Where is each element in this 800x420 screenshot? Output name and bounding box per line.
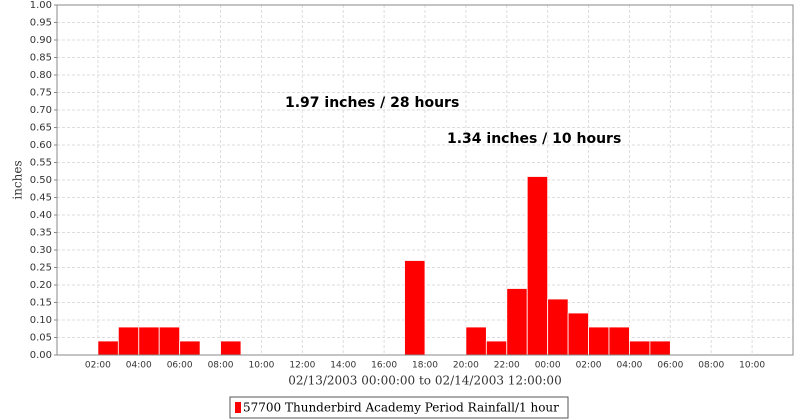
x-tick-label: 16:00 [371, 361, 397, 371]
x-tick-label: 02:00 [85, 361, 111, 371]
x-tick-label: 20:00 [453, 361, 479, 371]
y-tick-label: 0.00 [30, 350, 52, 361]
bar [138, 326, 160, 356]
bar [220, 340, 242, 356]
y-tick-label: 0.90 [30, 35, 52, 46]
bar [404, 260, 426, 356]
y-tick-label: 0.50 [30, 175, 52, 186]
annotation: 1.34 inches / 10 hours [447, 131, 621, 147]
x-tick-label: 10:00 [248, 361, 274, 371]
y-tick-label: 1.00 [30, 0, 52, 11]
x-tick-label: 08:00 [208, 361, 234, 371]
legend [229, 396, 569, 419]
bar [629, 340, 651, 356]
y-tick-label: 0.15 [30, 298, 52, 309]
bar [485, 340, 508, 356]
y-tick-label: 0.65 [30, 123, 52, 134]
x-tick-label: 14:00 [330, 361, 356, 371]
x-tick-label: 04:00 [616, 361, 642, 371]
x-tick-label: 12:00 [289, 361, 315, 371]
annotation: 1.97 inches / 28 hours [285, 95, 459, 111]
y-tick-label: 0.60 [30, 140, 52, 151]
x-tick-label: 18:00 [412, 361, 438, 371]
bar [465, 326, 487, 356]
bar [506, 288, 528, 356]
x-tick-label: 00:00 [535, 361, 561, 371]
y-tick-label: 0.10 [30, 315, 52, 326]
x-tick-label: 04:00 [126, 361, 152, 371]
y-tick-label: 0.55 [30, 158, 52, 169]
bar [117, 326, 140, 356]
bar [567, 312, 589, 356]
bar [588, 326, 610, 356]
bar [526, 176, 549, 356]
y-tick-label: 0.05 [30, 333, 52, 344]
legend-swatch [235, 402, 241, 413]
bar [179, 340, 201, 356]
bar [649, 340, 671, 356]
x-tick-label: 06:00 [167, 361, 193, 371]
y-tick-label: 0.40 [30, 210, 52, 221]
y-tick-label: 0.20 [30, 280, 52, 291]
x-tick-label: 08:00 [698, 361, 724, 371]
x-tick-label: 10:00 [739, 361, 765, 371]
bar [608, 326, 630, 356]
x-tick-label: 22:00 [494, 361, 520, 371]
y-tick-label: 0.30 [30, 245, 52, 256]
y-tick-label: 0.45 [30, 193, 52, 204]
y-tick-label: 0.80 [30, 70, 52, 81]
bar [547, 298, 569, 356]
y-tick-label: 0.35 [30, 228, 52, 239]
y-tick-label: 0.25 [30, 263, 52, 274]
legend-label: 57700 Thunderbird Academy Period Rainfal… [243, 401, 559, 415]
y-tick-label: 0.95 [30, 18, 52, 29]
x-axis-label: 02/13/2003 00:00:00 to 02/14/2003 12:00:… [288, 374, 561, 388]
y-tick-label: 0.85 [30, 53, 52, 64]
y-tick-label: 0.75 [30, 88, 52, 99]
y-axis-label: inches [11, 160, 25, 199]
bar [158, 326, 181, 356]
y-tick-label: 0.70 [30, 105, 52, 116]
bar [97, 340, 119, 356]
x-tick-label: 06:00 [657, 361, 683, 371]
x-tick-label: 02:00 [576, 361, 602, 371]
